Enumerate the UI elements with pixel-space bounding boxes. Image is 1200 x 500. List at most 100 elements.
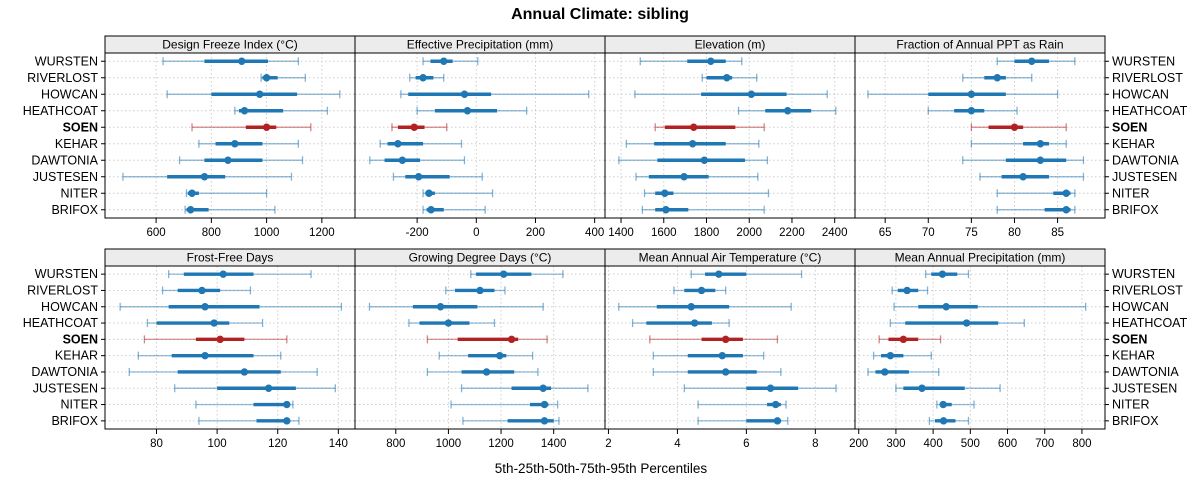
percentile-row-kehar (137, 351, 282, 360)
station-label-left: KEHAR (55, 349, 98, 363)
median-dot (993, 74, 1001, 82)
median-dot (540, 417, 549, 425)
median-dot (188, 189, 196, 197)
x-tick-label: 600 (147, 227, 166, 239)
station-label-right: RIVERLOST (1112, 283, 1183, 297)
percentile-row-dawtonia (369, 156, 466, 165)
median-dot (783, 107, 792, 115)
x-tick-label: 70 (922, 227, 935, 239)
station-label-left: NITER (61, 398, 99, 412)
median-dot (939, 400, 947, 409)
x-tick-label: 2400 (822, 227, 848, 239)
percentile-row-kehar (198, 139, 300, 148)
station-label-left: SOEN (63, 120, 98, 134)
percentile-row-kehar (970, 139, 1067, 148)
station-label-right: HEATHCOAT (1112, 316, 1188, 330)
median-dot (436, 303, 445, 311)
panel-bg (355, 53, 605, 218)
x-tick-label: 2000 (736, 227, 762, 239)
percentile-row-brifox (422, 205, 486, 214)
x-tick-label: -200 (406, 227, 429, 239)
panel-strip-title: Mean Annual Air Temperature (°C) (639, 251, 822, 265)
median-dot (697, 286, 706, 295)
median-dot (440, 57, 448, 65)
percentile-row-wursten (162, 57, 300, 66)
median-dot (942, 303, 950, 311)
percentile-row-niter (185, 189, 268, 198)
median-dot (444, 319, 453, 327)
median-dot (198, 286, 206, 295)
x-tick-label: 1600 (651, 227, 677, 239)
percentile-row-dawtonia (962, 156, 1085, 165)
x-tick-label: 85 (1051, 227, 1064, 239)
median-dot (718, 351, 726, 360)
station-label-right: JUSTESEN (1112, 381, 1177, 395)
percentile-row-justesen (392, 172, 483, 181)
median-dot (1019, 173, 1027, 181)
station-label-left: RIVERLOST (27, 283, 98, 297)
station-label-right: SOEN (1112, 120, 1147, 134)
station-label-right: SOEN (1112, 332, 1147, 346)
percentile-row-niter (643, 189, 770, 198)
station-label-left: HOWCAN (41, 87, 98, 101)
station-label-left: DAWTONIA (31, 153, 98, 167)
median-dot (1028, 57, 1036, 65)
median-dot (938, 270, 947, 278)
percentile-row-dawtonia (867, 367, 940, 376)
x-tick-label: 1200 (488, 438, 514, 450)
median-dot (476, 286, 484, 295)
median-dot (219, 270, 227, 278)
station-label-left: HEATHCOAT (23, 104, 99, 118)
panel-bg (105, 266, 355, 429)
station-label-left: BRIFOX (51, 414, 98, 428)
station-label-left: HOWCAN (41, 300, 98, 314)
x-tick-label: 1400 (608, 227, 634, 239)
median-dot (687, 303, 695, 311)
percentile-row-heathcoat (927, 106, 1018, 115)
percentile-row-brifox (641, 205, 765, 214)
x-tick-label: 6 (743, 438, 749, 450)
median-dot (216, 335, 224, 344)
percentile-row-niter (996, 189, 1076, 198)
percentile-row-brifox (462, 416, 560, 425)
median-dot (540, 400, 549, 409)
x-tick-label: 0 (473, 227, 479, 239)
panel-strip-title: Design Freeze Index (°C) (162, 38, 298, 52)
median-dot (939, 417, 948, 425)
panel-bg (855, 53, 1105, 218)
percentile-row-wursten (925, 270, 970, 279)
median-dot (690, 319, 699, 327)
station-label-left: HEATHCOAT (23, 316, 99, 330)
station-label-left: BRIFOX (51, 203, 98, 217)
x-tick-label: 800 (202, 227, 221, 239)
percentile-row-soen (654, 123, 765, 132)
chart-title: Annual Climate: sibling (511, 6, 689, 23)
median-dot (661, 189, 669, 197)
panel-7: Mean Annual Air Temperature (°C) 2 4 6 8 (604, 248, 856, 450)
percentile-row-heathcoat (416, 106, 528, 115)
station-label-right: KEHAR (1112, 349, 1155, 363)
x-tick-label: 80 (150, 438, 163, 450)
median-dot (707, 57, 715, 65)
percentile-row-niter (422, 189, 494, 198)
station-label-left: RIVERLOST (27, 71, 98, 85)
percentile-row-dawtonia (128, 367, 318, 376)
percentile-row-niter (697, 400, 787, 409)
panel-bg (855, 266, 1105, 429)
x-tick-label: 2200 (779, 227, 805, 239)
x-tick-label: 600 (998, 438, 1017, 450)
median-dot (662, 206, 670, 214)
percentile-row-justesen (683, 384, 837, 393)
median-dot (240, 107, 249, 115)
percentile-row-soen (970, 123, 1067, 132)
x-tick-label: 200 (849, 438, 868, 450)
panel-bg (105, 53, 355, 218)
x-tick-label: 8 (812, 438, 818, 450)
median-dot (255, 90, 264, 98)
median-dot (700, 156, 709, 164)
percentile-row-wursten (690, 270, 803, 279)
median-dot (680, 173, 688, 181)
station-label-right: BRIFOX (1112, 203, 1159, 217)
median-dot (496, 351, 504, 360)
